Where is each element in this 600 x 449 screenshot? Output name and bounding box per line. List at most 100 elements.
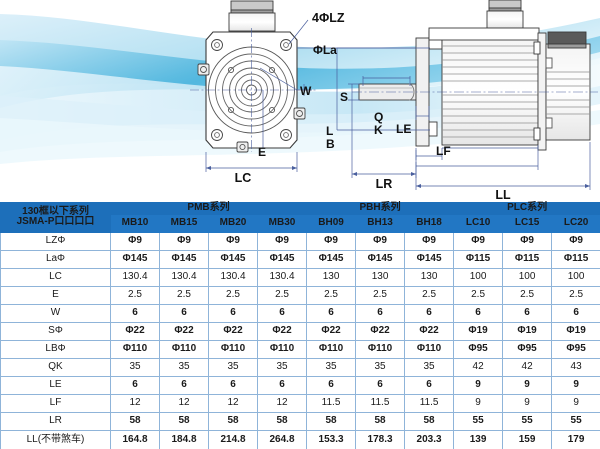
cell-mb30: 6 (256, 303, 308, 323)
cell-mb20: 12 (208, 393, 258, 413)
cell-lc20: 55 (551, 411, 600, 431)
label-l: L (326, 124, 333, 138)
col-header-mb15: MB15 (159, 213, 209, 233)
series-header-pbh: PBH系列 (306, 202, 455, 215)
table-row: LBΦ Φ110 Φ110 Φ110 Φ110 Φ110 Φ110 Φ110 Φ95 Φ95 Φ95 (0, 339, 600, 359)
cell-bh18: 11.5 (404, 393, 455, 413)
table-row: LZΦ Φ9 Φ9 Φ9 Φ9 Φ9 Φ9 Φ9 Φ9 Φ9 Φ9 (0, 231, 600, 251)
corner-line-1: 130框以下系列 (22, 205, 89, 217)
label-k: K (374, 123, 383, 137)
cell-mb15: 58 (159, 411, 209, 431)
cell-mb30: 2.5 (256, 285, 308, 305)
cell-mb15: Φ9 (159, 231, 209, 251)
cell-bh13: 6 (355, 375, 406, 395)
cell-mb30: 35 (256, 357, 308, 377)
row-label: LZΦ (0, 231, 111, 251)
label-s: S (340, 90, 348, 104)
cell-mb30: Φ9 (256, 231, 308, 251)
row-label: LC (0, 267, 111, 287)
cell-mb15: 12 (159, 393, 209, 413)
motor-housing (428, 27, 540, 146)
cell-lc20: 100 (551, 267, 600, 287)
motor-dimension-drawing: 4ΦLZ ΦLa W E LC S L B Q K LE LF LR LL (0, 0, 600, 200)
label-q: Q (374, 110, 383, 124)
cell-bh13: Φ110 (355, 339, 406, 359)
cell-lc10: 42 (453, 357, 504, 377)
cell-mb20: Φ9 (208, 231, 258, 251)
front-view-connector (228, 0, 276, 32)
cell-bh13: Φ145 (355, 249, 406, 269)
cell-bh18: 58 (404, 411, 455, 431)
cell-bh09: Φ110 (306, 339, 357, 359)
cell-mb20: 130.4 (208, 267, 258, 287)
cell-lc10: 2.5 (453, 285, 504, 305)
cell-lc20: 2.5 (551, 285, 600, 305)
cell-bh09: 2.5 (306, 285, 357, 305)
cell-bh09: 58 (306, 411, 357, 431)
cell-mb20: 6 (208, 375, 258, 395)
cell-lc20: 43 (551, 357, 600, 377)
cell-lc15: 2.5 (502, 285, 553, 305)
col-header-mb30: MB30 (256, 213, 308, 233)
specification-table: 130框以下系列 JSMA-P口口口口 PMB系列 PBH系列 PLC系列 MB… (0, 202, 600, 449)
col-header-lc20: LC20 (551, 213, 600, 233)
cell-mb15: 184.8 (159, 429, 209, 449)
cell-bh18: 203.3 (404, 429, 455, 449)
cell-lc15: Φ95 (502, 339, 553, 359)
cell-mb30: 6 (256, 375, 308, 395)
cell-lc10: Φ115 (453, 249, 504, 269)
bolt-circle-holes (227, 66, 276, 114)
table-row: LF 12 12 12 12 11.5 11.5 11.5 9 9 9 (0, 393, 600, 413)
cell-lc15: 159 (502, 429, 553, 449)
cell-bh13: 178.3 (355, 429, 406, 449)
cell-bh18: Φ145 (404, 249, 455, 269)
cell-mb20: 2.5 (208, 285, 258, 305)
cell-lc15: Φ115 (502, 249, 553, 269)
cell-lc10: Φ19 (453, 321, 504, 341)
col-header-mb20: MB20 (208, 213, 258, 233)
cell-bh13: 130 (355, 267, 406, 287)
cell-lc10: 55 (453, 411, 504, 431)
rear-end-bell (533, 31, 591, 151)
cell-mb10: Φ22 (110, 321, 160, 341)
cell-lc20: 9 (551, 393, 600, 413)
series-header-plc: PLC系列 (453, 202, 600, 215)
cell-mb20: 58 (208, 411, 258, 431)
table-body: LZΦ Φ9 Φ9 Φ9 Φ9 Φ9 Φ9 Φ9 Φ9 Φ9 Φ9 LaΦ Φ145 Φ145 Φ145 Φ1… (0, 231, 600, 449)
table-corner-label: 130框以下系列 JSMA-P口口口口 (0, 202, 111, 233)
side-lugs (197, 63, 306, 153)
table-row: QK 35 35 35 35 35 35 35 42 42 43 (0, 357, 600, 377)
cell-bh18: 35 (404, 357, 455, 377)
cell-bh13: 6 (355, 303, 406, 323)
cell-bh13: 2.5 (355, 285, 406, 305)
row-label: LL(不带煞车) (0, 429, 111, 449)
center-lines (190, 28, 316, 152)
cell-bh18: Φ9 (404, 231, 455, 251)
label-e: E (258, 145, 266, 159)
cell-mb30: Φ110 (256, 339, 308, 359)
label-b: B (326, 137, 335, 151)
table-row: LC 130.4 130.4 130.4 130.4 130 130 130 100 100 100 (0, 267, 600, 287)
cell-mb20: Φ22 (208, 321, 258, 341)
model-header-row: MB10 MB15 MB20 MB30 BH09 BH13 BH18 LC10 … (1, 213, 600, 233)
cell-bh13: 58 (355, 411, 406, 431)
row-label: LR (0, 411, 111, 431)
cell-mb30: Φ145 (256, 249, 308, 269)
cell-bh09: 11.5 (306, 393, 357, 413)
cell-mb10: Φ110 (110, 339, 160, 359)
cell-lc20: 6 (551, 303, 600, 323)
cell-mb15: Φ110 (159, 339, 209, 359)
technical-drawing: 4ΦLZ ΦLa W E LC S L B Q K LE LF LR LL (0, 0, 600, 200)
cell-mb10: Φ145 (110, 249, 160, 269)
cell-mb15: 130.4 (159, 267, 209, 287)
cell-bh09: Φ9 (306, 231, 357, 251)
table-head: 130框以下系列 JSMA-P口口口口 PMB系列 PBH系列 PLC系列 MB… (0, 202, 600, 233)
cell-lc20: 9 (551, 375, 600, 395)
cell-mb20: 214.8 (208, 429, 258, 449)
cell-bh18: Φ22 (404, 321, 455, 341)
col-header-bh09: BH09 (306, 213, 357, 233)
cell-lc10: 6 (453, 303, 504, 323)
cell-lc10: 9 (453, 375, 504, 395)
cell-lc10: Φ95 (453, 339, 504, 359)
cell-mb30: Φ22 (256, 321, 308, 341)
